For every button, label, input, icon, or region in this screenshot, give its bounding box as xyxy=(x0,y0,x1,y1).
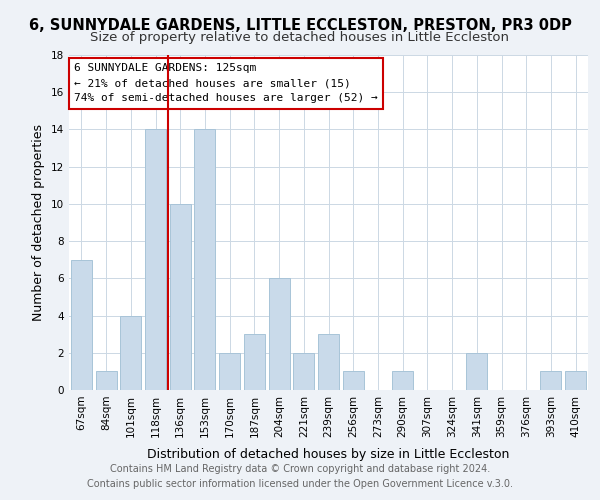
Bar xyxy=(244,334,265,390)
Bar xyxy=(269,278,290,390)
Bar xyxy=(194,130,215,390)
Y-axis label: Number of detached properties: Number of detached properties xyxy=(32,124,46,321)
Bar xyxy=(466,353,487,390)
Bar xyxy=(392,372,413,390)
Bar xyxy=(120,316,141,390)
Bar xyxy=(343,372,364,390)
Bar xyxy=(71,260,92,390)
Text: 6, SUNNYDALE GARDENS, LITTLE ECCLESTON, PRESTON, PR3 0DP: 6, SUNNYDALE GARDENS, LITTLE ECCLESTON, … xyxy=(29,18,571,32)
Bar xyxy=(219,353,240,390)
Bar xyxy=(170,204,191,390)
Bar xyxy=(318,334,339,390)
Bar xyxy=(565,372,586,390)
Text: 6 SUNNYDALE GARDENS: 125sqm
← 21% of detached houses are smaller (15)
74% of sem: 6 SUNNYDALE GARDENS: 125sqm ← 21% of det… xyxy=(74,64,378,103)
Text: Size of property relative to detached houses in Little Eccleston: Size of property relative to detached ho… xyxy=(91,31,509,44)
X-axis label: Distribution of detached houses by size in Little Eccleston: Distribution of detached houses by size … xyxy=(148,448,509,461)
Bar xyxy=(293,353,314,390)
Text: Contains HM Land Registry data © Crown copyright and database right 2024.
Contai: Contains HM Land Registry data © Crown c… xyxy=(87,464,513,489)
Bar xyxy=(95,372,116,390)
Bar xyxy=(541,372,562,390)
Bar xyxy=(145,130,166,390)
